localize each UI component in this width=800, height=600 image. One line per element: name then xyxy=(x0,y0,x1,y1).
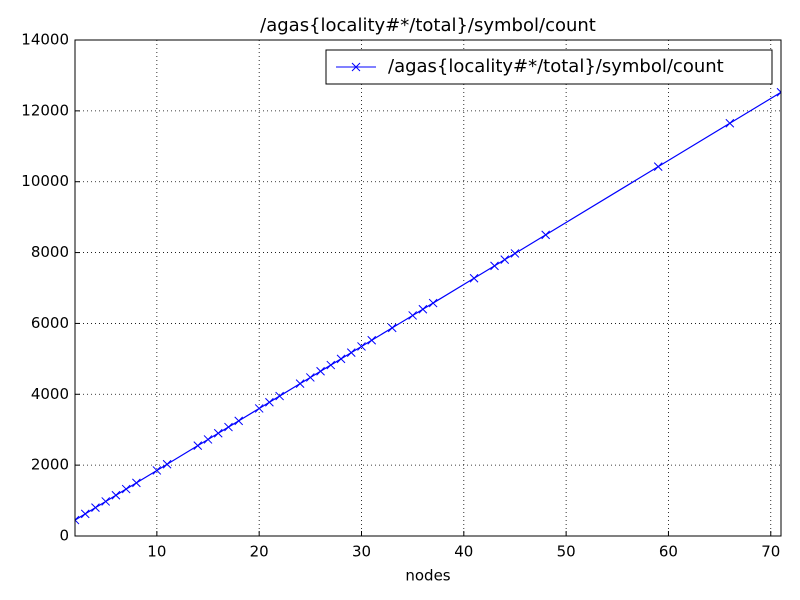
y-tick-label: 14000 xyxy=(21,31,69,49)
marker xyxy=(224,422,233,432)
marker xyxy=(408,311,418,320)
marker xyxy=(541,230,551,240)
series xyxy=(75,87,781,525)
marker xyxy=(193,441,203,451)
x-tick-label: 10 xyxy=(147,543,166,561)
plot-frame xyxy=(74,39,782,537)
marker xyxy=(316,366,325,376)
y-tick-label: 0 xyxy=(59,527,69,545)
x-tick-label: 20 xyxy=(250,543,269,561)
y-tick-label: 12000 xyxy=(21,101,69,119)
marker xyxy=(152,466,162,475)
legend-label: /agas{locality#*/total}/symbol/count xyxy=(388,56,724,77)
marker xyxy=(725,118,735,128)
marker xyxy=(469,273,479,283)
legend-marker xyxy=(351,62,361,72)
legend-box xyxy=(325,49,773,85)
y-tick-label: 8000 xyxy=(31,243,69,261)
marker xyxy=(254,404,264,413)
marker xyxy=(387,323,397,333)
marker xyxy=(490,261,499,271)
marker xyxy=(91,503,100,513)
x-tick-label: 40 xyxy=(454,543,473,561)
marker xyxy=(510,249,520,258)
marker xyxy=(213,428,223,438)
marker xyxy=(101,497,111,506)
marker xyxy=(367,335,377,345)
x-tick-label: 50 xyxy=(557,543,576,561)
marker xyxy=(234,416,244,426)
y-tick-label: 4000 xyxy=(31,385,69,403)
x-axis-label: nodes xyxy=(405,567,450,585)
marker xyxy=(162,459,172,469)
chart-title: /agas{locality#*/total}/symbol/count xyxy=(260,15,596,36)
marker xyxy=(265,397,274,407)
marker xyxy=(305,373,315,382)
marker xyxy=(418,304,428,314)
y-tick-label: 6000 xyxy=(31,314,69,332)
marker xyxy=(428,298,438,308)
marker xyxy=(500,255,510,265)
marker xyxy=(203,435,213,444)
marker xyxy=(346,348,356,358)
marker xyxy=(80,509,90,519)
marker xyxy=(75,515,80,525)
marker xyxy=(121,484,131,494)
x-tick-label: 60 xyxy=(659,543,678,561)
marker xyxy=(357,342,366,351)
marker xyxy=(776,87,781,97)
x-tick-label: 30 xyxy=(352,543,371,561)
marker xyxy=(132,478,141,488)
marker xyxy=(336,354,346,364)
y-tick-label: 2000 xyxy=(31,456,69,474)
y-tick-label: 10000 xyxy=(21,172,69,190)
marker xyxy=(295,379,305,389)
marker xyxy=(275,391,284,401)
marker xyxy=(326,360,336,370)
marker xyxy=(653,162,663,172)
x-tick-label: 70 xyxy=(761,543,780,561)
marker xyxy=(111,490,121,500)
